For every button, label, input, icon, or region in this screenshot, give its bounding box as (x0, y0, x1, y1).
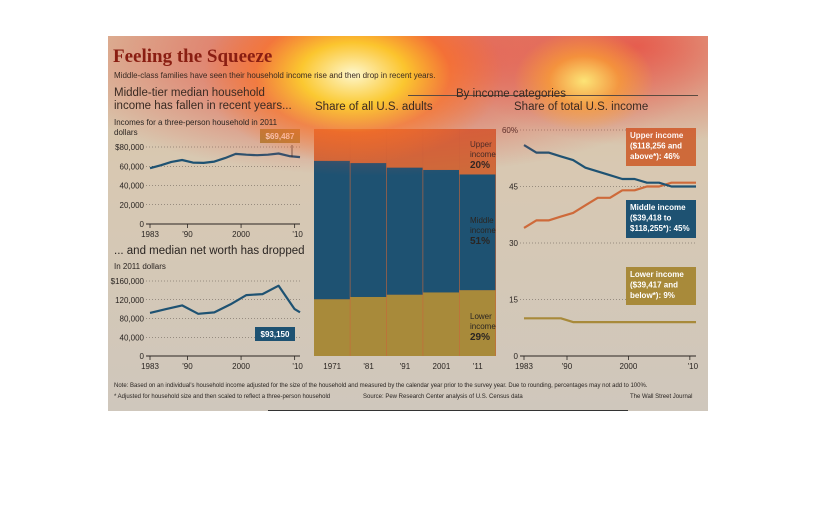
middle-callout-line3: $118,255*): 45% (630, 224, 690, 233)
bar-segment-0 (386, 294, 423, 356)
footer-credit: The Wall Street Journal (630, 394, 693, 400)
x-tick-label: 1983 (141, 362, 159, 371)
middle-label-line2: income (470, 226, 496, 235)
y-tick-label: 0 (140, 220, 145, 229)
bar-segment-0 (459, 290, 496, 356)
middle-callout-line1: Middle income (630, 203, 686, 212)
page-title: Feeling the Squeeze (113, 46, 273, 67)
bar-category-label: '91 (400, 362, 411, 371)
y-tick-label: 0 (514, 352, 519, 361)
middle-label-pct: 51% (470, 236, 490, 247)
networth-callout-value: $93,150 (261, 330, 290, 339)
bar-segment-2 (423, 129, 459, 170)
x-tick-label: '90 (182, 230, 193, 239)
networth-line-chart: 0 40,000 80,000 120,000 $160,000 1983 '90 2000 '… (111, 277, 304, 371)
x-tick-label: '10 (688, 362, 699, 371)
y-tick-label: 80,000 (120, 315, 145, 324)
bar-segment-1 (423, 169, 459, 293)
bar-segment-0 (423, 292, 459, 356)
y-tick-label: 45 (509, 183, 518, 192)
bar-category-label: '11 (473, 362, 483, 371)
y-tick-label: $80,000 (115, 143, 144, 152)
bar-segment-1 (459, 174, 496, 291)
x-tick-label: 1983 (515, 362, 533, 371)
x-tick-label: '10 (292, 362, 303, 371)
bar-segment-2 (386, 129, 423, 168)
x-tick-label: 2000 (232, 230, 250, 239)
y-tick-label: $160,000 (111, 277, 145, 286)
x-tick-label: 2000 (620, 362, 638, 371)
x-tick-label: 2000 (232, 362, 250, 371)
y-tick-label: 0 (140, 352, 145, 361)
middle-callout-line2: ($39,418 to (630, 214, 671, 223)
upper-label-pct: 20% (470, 160, 490, 171)
y-tick-label: 120,000 (115, 296, 144, 305)
lower-label-line1: Lower (470, 312, 492, 321)
upper-label-line1: Upper (470, 140, 492, 149)
y-tick-label: 60% (502, 126, 518, 135)
bar-category-label: 1971 (323, 362, 341, 371)
bar-segment-0 (314, 299, 350, 356)
lower-callout-line1: Lower income (630, 270, 684, 279)
lower-callout-line2: ($39,417 and (630, 281, 678, 290)
middle-callout-box (626, 200, 696, 238)
y-tick-label: 60,000 (120, 162, 145, 171)
footer-note: Note: Based on an individual's household… (114, 383, 648, 389)
bar-segment-1 (314, 160, 350, 300)
income-share-line-chart: 0 15 30 45 60% 1983 '90 2000 '10 Upper income ($11… (502, 126, 699, 371)
upper-callout-line1: Upper income (630, 131, 684, 140)
adults-chart-heading: Share of all U.S. adults (315, 101, 433, 113)
upper-callout-line2: ($118,256 and (630, 142, 682, 151)
x-tick-label: 1983 (141, 230, 159, 239)
bar-category-label: 2001 (433, 362, 451, 371)
lower-callout-box (626, 267, 696, 305)
upper-label-line2: income (470, 150, 496, 159)
y-tick-label: 15 (509, 296, 518, 305)
bar-category-label: '81 (363, 362, 374, 371)
share-chart-heading: Share of total U.S. income (514, 101, 649, 113)
by-income-heading: By income categories (456, 88, 566, 100)
x-tick-label: '90 (562, 362, 573, 371)
bottom-rule (268, 410, 628, 411)
y-tick-label: 30 (509, 239, 518, 248)
bar-segment-1 (386, 167, 423, 295)
bar-segment-1 (350, 163, 387, 297)
footer-footnote: * Adjusted for household size and then s… (114, 394, 331, 400)
bar-segment-0 (350, 296, 387, 356)
y-tick-label: 40,000 (120, 182, 145, 191)
adults-share-bar-chart: 1971'81'91 2001'11Upperincome20%Middleinc… (314, 129, 496, 371)
networth-chart-heading: ... and median net worth has dropped (114, 245, 305, 257)
income-chart-units: Incomes for a three-person household in … (114, 118, 278, 137)
networth-chart-units: In 2011 dollars (114, 262, 166, 271)
category-divider (408, 95, 698, 96)
x-tick-label: '10 (292, 230, 303, 239)
bar-segment-2 (350, 129, 387, 164)
upper-callout-line3: above*): 46% (630, 152, 680, 161)
series-line (524, 317, 696, 324)
networth-callout-box (255, 327, 295, 341)
series-line (149, 284, 301, 315)
middle-label-line1: Middle (470, 216, 494, 225)
income-line-chart: 0 20,000 40,000 60,000 $80,000 1983 '90 2000 '10… (115, 129, 303, 239)
y-tick-label: 20,000 (120, 201, 145, 210)
lower-callout-line3: below*): 9% (630, 291, 675, 300)
page-subtitle: Middle-class families have seen their ho… (114, 71, 436, 80)
income-chart-heading: Middle-tier median household income has … (114, 87, 292, 112)
x-tick-label: '90 (182, 362, 193, 371)
footer-source: Source: Pew Research Center analysis of … (363, 394, 523, 400)
lower-label-line2: income (470, 322, 496, 331)
infographic-panel: 0 20,000 40,000 60,000 $80,000 1983 '90 2000 '10… (108, 36, 708, 411)
y-tick-label: 40,000 (120, 333, 145, 342)
bar-segment-2 (314, 129, 350, 161)
lower-label-pct: 29% (470, 332, 490, 343)
